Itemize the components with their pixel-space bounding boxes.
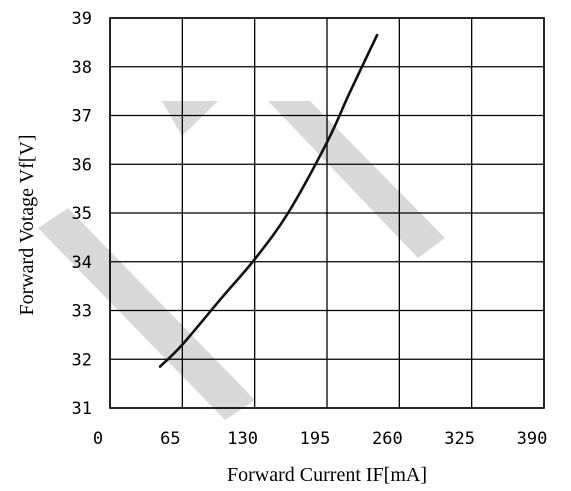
x-axis-ticks: 0 65 130 195 260 325 390 (93, 429, 547, 449)
y-tick-label: 31 (72, 399, 92, 419)
x-tick-label: 390 (517, 429, 548, 449)
x-axis-label: Forward Current IF[mA] (227, 464, 427, 486)
x-tick-label: 260 (372, 429, 403, 449)
watermark-stroke-long (38, 208, 255, 420)
x-tick-label: 325 (444, 429, 475, 449)
x-tick-label: 130 (227, 429, 258, 449)
x-tick-label: 65 (160, 429, 180, 449)
watermark-stroke-short (162, 101, 218, 136)
watermark-stroke-mid (268, 101, 445, 258)
x-tick-label: 195 (300, 429, 331, 449)
y-tick-label: 36 (72, 155, 92, 175)
y-tick-label: 38 (72, 58, 92, 78)
y-axis-label: Forward Votage Vf[V] (16, 134, 38, 315)
y-tick-label: 32 (72, 350, 92, 370)
y-tick-label: 34 (72, 253, 92, 273)
series-line-forward-voltage (158, 33, 379, 368)
plot-frame (109, 17, 545, 409)
watermark-logo (38, 101, 445, 420)
y-tick-label: 37 (72, 107, 92, 127)
x-tick-label: 0 (93, 429, 103, 449)
y-axis-ticks: 31 32 33 34 35 36 37 38 39 (72, 9, 92, 419)
y-tick-label: 33 (72, 302, 92, 322)
y-tick-label: 35 (72, 204, 92, 224)
y-tick-label: 39 (72, 9, 92, 29)
